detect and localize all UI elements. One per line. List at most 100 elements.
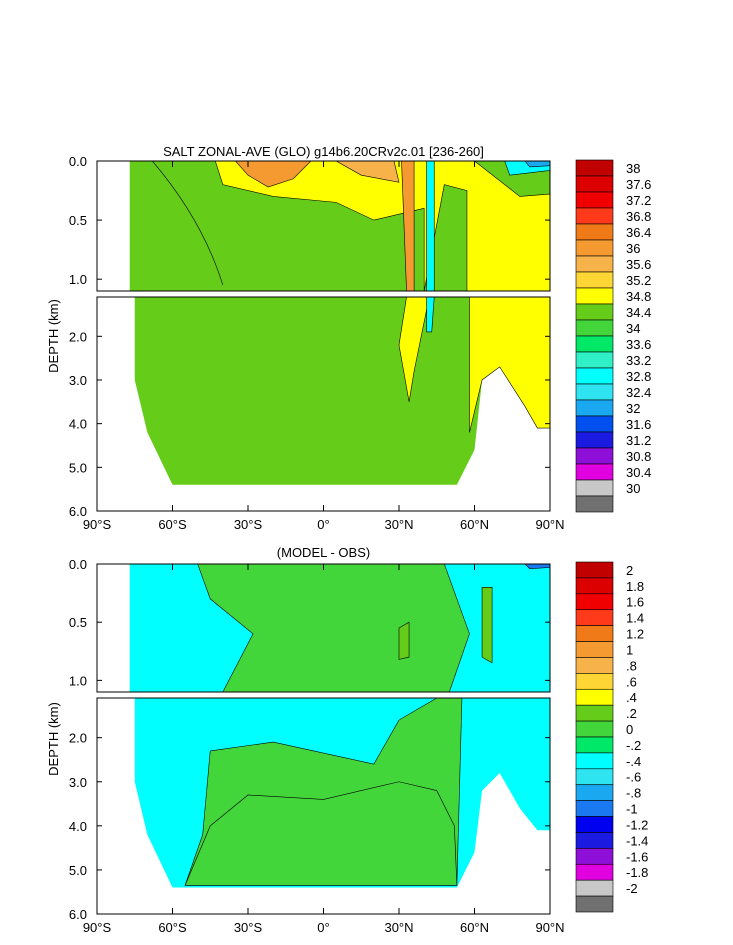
colorbar-swatch (575, 704, 614, 722)
contour-fill (481, 586, 493, 664)
colorbar-label: 32.4 (626, 385, 651, 400)
contour-fill (184, 781, 458, 886)
colorbar-label: 34.4 (626, 305, 651, 320)
colorbar-label: 1.2 (626, 627, 644, 642)
colorbar-swatch (575, 768, 614, 786)
colorbar-swatch (575, 271, 614, 289)
colorbar-label: 38 (626, 161, 640, 176)
colorbar-swatch (575, 673, 614, 690)
colorbar-swatch (575, 641, 614, 658)
x-tick-label: 60°N (460, 517, 489, 532)
y-tick-label: 5.0 (69, 460, 87, 475)
colorbar-swatch (575, 191, 614, 209)
colorbar-swatch (575, 784, 614, 801)
contour-fill (524, 564, 550, 569)
colorbar-swatch (575, 736, 614, 754)
colorbar-label: 36 (626, 241, 640, 256)
colorbar-label: .6 (626, 674, 637, 689)
y-tick-label: 0.0 (69, 154, 87, 169)
colorbar-label: 34 (626, 321, 640, 336)
contour-fill (335, 161, 400, 183)
contour-fill (426, 161, 435, 291)
y-tick-label: 6.0 (69, 907, 87, 922)
colorbar-swatch (575, 463, 614, 481)
contour-line (152, 161, 224, 286)
contour-fill (134, 297, 550, 485)
colorbar-label: 1.4 (626, 611, 644, 626)
x-tick-label: 0° (317, 920, 329, 935)
contour-fill (398, 297, 430, 402)
x-tick-label: 60°S (158, 517, 187, 532)
upper-subplot (129, 161, 550, 291)
y-tick-label: 2.0 (69, 731, 87, 746)
colorbar-swatch (575, 879, 614, 897)
x-tick-label: 30°S (234, 920, 263, 935)
contour-fill (423, 184, 468, 291)
colorbar-swatch (575, 175, 614, 193)
colorbar-swatch (575, 319, 614, 337)
contour-fill (197, 564, 470, 692)
colorbar-label: -1.6 (626, 849, 648, 864)
y-tick-label: 5.0 (69, 863, 87, 878)
y-tick-label: 4.0 (69, 417, 87, 432)
colorbar-swatch (575, 593, 614, 611)
colorbar-label: -.6 (626, 770, 641, 785)
y-axis-label: DEPTH (km) (46, 702, 61, 776)
colorbar-swatch (575, 895, 614, 913)
colorbar-label: 2 (626, 563, 633, 578)
y-tick-label: 0.5 (69, 213, 87, 228)
colorbar-swatch (575, 303, 614, 321)
x-tick-label: 0° (317, 517, 329, 532)
colorbar-swatch (575, 816, 614, 833)
colorbar-swatch (575, 367, 614, 385)
lower-subplot (134, 698, 550, 888)
colorbar-label: -.4 (626, 754, 641, 769)
colorbar-label: 32.8 (626, 369, 651, 384)
colorbar-swatch (575, 688, 614, 706)
y-tick-label: 3.0 (69, 373, 87, 388)
colorbar-label: 35.6 (626, 257, 651, 272)
colorbar-label: 1.8 (626, 579, 644, 594)
y-tick-label: 2.0 (69, 329, 87, 344)
y-tick-label: 6.0 (69, 504, 87, 519)
contour-fill (524, 161, 550, 168)
colorbar-swatch (575, 239, 614, 257)
x-tick-label: 60°N (460, 920, 489, 935)
colorbar-swatch (575, 351, 614, 369)
colorbar-label: 37.6 (626, 177, 651, 192)
colorbar-label: 36.8 (626, 209, 651, 224)
colorbar-label: 35.2 (626, 273, 651, 288)
colorbar-swatch (575, 561, 614, 579)
y-tick-label: 0.5 (69, 615, 87, 630)
colorbar-label: 1 (626, 642, 633, 657)
colorbar-swatch (575, 447, 614, 465)
colorbar-swatch (575, 800, 614, 817)
colorbar-label: 30.4 (626, 465, 651, 480)
upper-subplot (129, 564, 550, 692)
contour-fill (398, 621, 410, 660)
y-tick-label: 1.0 (69, 673, 87, 688)
x-tick-label: 30°N (384, 517, 413, 532)
colorbar-label: 30.8 (626, 449, 651, 464)
y-tick-label: 0.0 (69, 557, 87, 572)
chart-title: SALT ZONAL-AVE (GLO) g14b6.20CRv2c.01 [2… (163, 144, 484, 159)
x-tick-label: 30°S (234, 517, 263, 532)
x-tick-label: 90°S (83, 920, 112, 935)
y-axis-label: DEPTH (km) (46, 299, 61, 373)
colorbar-swatch (575, 495, 614, 513)
colorbar-label: 31.6 (626, 417, 651, 432)
colorbar-swatch (575, 383, 614, 401)
colorbar-swatch (575, 223, 614, 241)
colorbar-label: 33.2 (626, 353, 651, 368)
colorbar-swatch (575, 863, 614, 881)
y-tick-label: 3.0 (69, 775, 87, 790)
contour-fill (426, 297, 435, 333)
colorbar-label: 31.2 (626, 433, 651, 448)
colorbar-swatch (575, 335, 614, 353)
colorbar-label: -1.4 (626, 833, 648, 848)
colorbar-swatch (575, 287, 614, 305)
chart-title: (MODEL - OBS) (277, 545, 370, 560)
colorbar-swatch (575, 609, 614, 626)
colorbar-label: 36.4 (626, 225, 651, 240)
